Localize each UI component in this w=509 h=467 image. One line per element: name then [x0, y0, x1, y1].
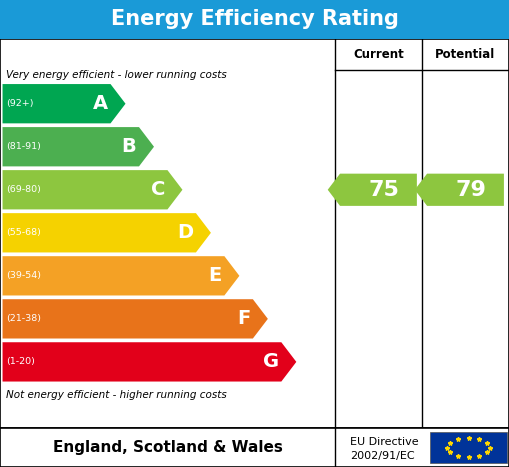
Text: (69-80): (69-80) [6, 185, 41, 194]
Text: England, Scotland & Wales: England, Scotland & Wales [52, 440, 282, 455]
Text: C: C [151, 180, 165, 199]
Bar [0, 428, 509, 467]
Polygon shape [3, 342, 296, 382]
Text: (39-54): (39-54) [6, 271, 41, 280]
Bar [0, 0, 509, 39]
Text: A: A [93, 94, 108, 113]
Text: Potential: Potential [435, 48, 496, 61]
Polygon shape [328, 174, 417, 206]
Text: D: D [177, 223, 193, 242]
Text: (81-91): (81-91) [6, 142, 41, 151]
Text: 75: 75 [368, 180, 399, 200]
Polygon shape [3, 299, 268, 339]
Polygon shape [3, 127, 154, 166]
Text: Current: Current [353, 48, 404, 61]
Text: 2002/91/EC: 2002/91/EC [350, 451, 415, 461]
Polygon shape [415, 174, 504, 206]
Text: EU Directive: EU Directive [350, 437, 419, 447]
Bar [430, 432, 507, 463]
Polygon shape [3, 84, 126, 123]
Bar [0, 39, 509, 428]
Polygon shape [3, 256, 239, 296]
Text: Not energy efficient - higher running costs: Not energy efficient - higher running co… [6, 389, 227, 400]
Polygon shape [3, 170, 182, 209]
Text: E: E [209, 266, 222, 285]
Text: Very energy efficient - lower running costs: Very energy efficient - lower running co… [6, 70, 227, 80]
Text: G: G [263, 353, 279, 371]
Text: (1-20): (1-20) [6, 357, 35, 367]
Text: B: B [122, 137, 136, 156]
Text: (55-68): (55-68) [6, 228, 41, 237]
Polygon shape [3, 213, 211, 253]
Text: 79: 79 [455, 180, 486, 200]
Text: (21-38): (21-38) [6, 314, 41, 323]
Text: Energy Efficiency Rating: Energy Efficiency Rating [110, 9, 399, 29]
Text: (92+): (92+) [6, 99, 34, 108]
Text: F: F [237, 309, 250, 328]
